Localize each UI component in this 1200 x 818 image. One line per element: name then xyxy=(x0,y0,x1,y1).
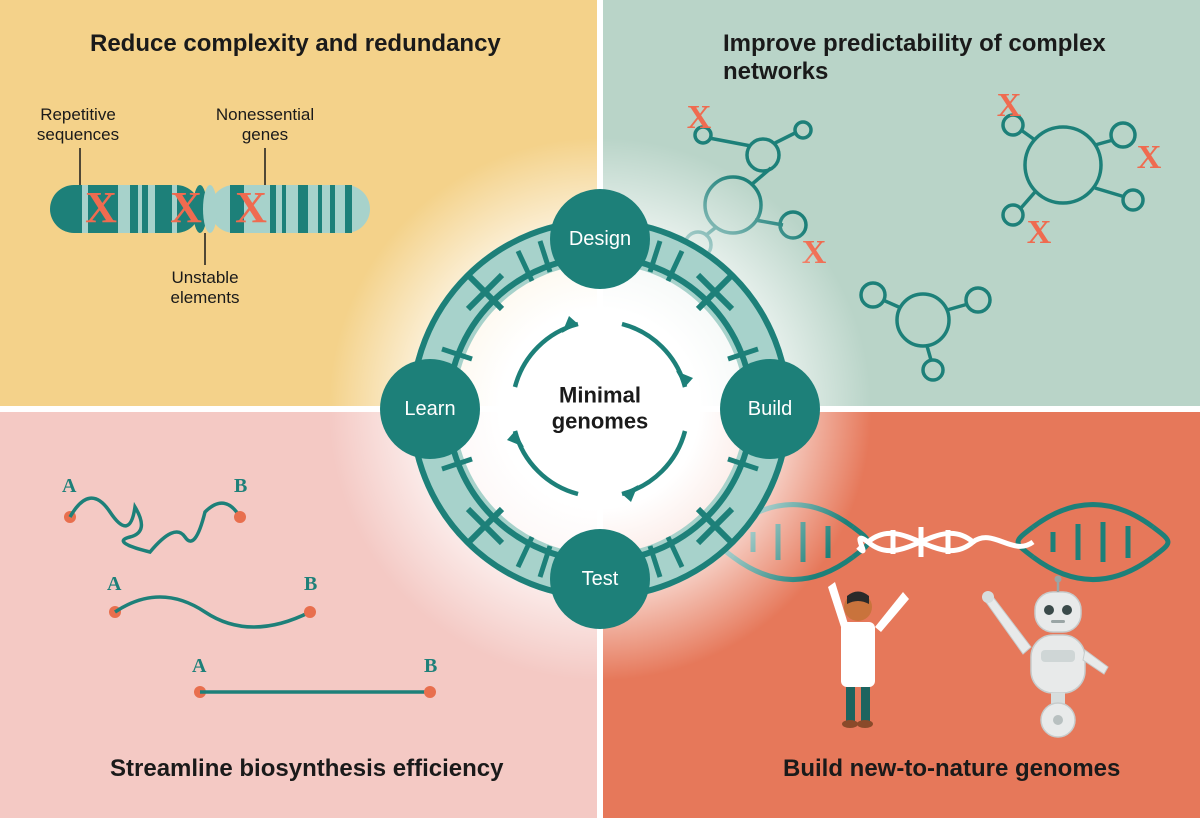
path3-a: A xyxy=(192,655,207,677)
cycle-node-test: Test xyxy=(550,529,650,629)
robot-figure xyxy=(982,576,1108,738)
scientist-figure xyxy=(828,582,909,728)
svg-text:X: X xyxy=(170,183,202,232)
svg-text:X: X xyxy=(997,87,1022,124)
cycle-node-design: Design xyxy=(550,189,650,289)
svg-text:X: X xyxy=(687,99,712,136)
svg-text:X: X xyxy=(1027,214,1052,251)
center-label-line2: genomes xyxy=(552,409,649,434)
path1-b: B xyxy=(234,475,247,497)
center-label: Minimal genomes xyxy=(552,383,649,436)
path2-b: B xyxy=(304,573,317,595)
svg-text:X: X xyxy=(85,183,117,232)
path1-a: A xyxy=(62,475,77,497)
center-label-line1: Minimal xyxy=(559,383,641,408)
path2-a: A xyxy=(107,573,122,595)
svg-text:X: X xyxy=(1137,139,1162,176)
svg-text:X: X xyxy=(235,183,267,232)
cycle-node-build: Build xyxy=(720,359,820,459)
center-cycle: Minimal genomes Design Build Test Learn xyxy=(360,169,840,649)
quad-title-tl: Reduce complexity and redundancy xyxy=(90,30,557,58)
quad-title-bl: Streamline biosynthesis efficiency xyxy=(110,755,503,783)
cycle-node-learn: Learn xyxy=(380,359,480,459)
path3-b: B xyxy=(424,655,437,677)
